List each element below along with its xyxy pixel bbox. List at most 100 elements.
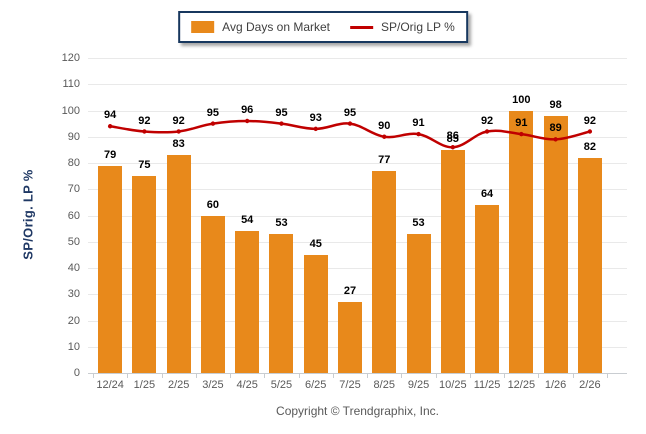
bar-value-label: 27 xyxy=(343,285,357,298)
bar-value-label: 83 xyxy=(172,138,185,151)
bar-value-label: 54 xyxy=(241,214,254,227)
line-point xyxy=(587,129,593,134)
line-value-label: 91 xyxy=(515,117,528,130)
line-point xyxy=(313,126,318,132)
bar-value-label: 53 xyxy=(412,216,425,229)
line-point xyxy=(176,129,181,134)
y-tick-label: 80 xyxy=(67,157,80,169)
x-axis-tick xyxy=(504,374,506,378)
line-point xyxy=(416,131,421,137)
line-value-label: 92 xyxy=(172,114,185,127)
x-axis-line xyxy=(88,373,627,374)
x-tick-label: 1/26 xyxy=(544,379,567,391)
legend: Avg Days on Market SP/Orig LP % xyxy=(178,11,468,43)
x-tick-label: 9/25 xyxy=(407,379,430,391)
bar xyxy=(338,302,362,373)
bar-value-label: 100 xyxy=(512,93,531,106)
line-value-label: 94 xyxy=(104,109,117,122)
line-value-label: 90 xyxy=(378,119,391,132)
x-axis-tick xyxy=(538,374,540,378)
x-tick-label: 7/25 xyxy=(339,379,361,391)
line-value-label: 91 xyxy=(412,117,425,130)
bar-value-label: 77 xyxy=(378,153,391,166)
x-axis-tick xyxy=(264,374,266,378)
line-value-label: 92 xyxy=(138,114,151,127)
bar xyxy=(235,231,260,373)
line-value-label: 92 xyxy=(583,114,596,127)
x-tick-label: 5/25 xyxy=(270,379,293,391)
x-tick-label: 2/25 xyxy=(167,379,190,391)
copyright-text: Copyright © Trendgraphix, Inc. xyxy=(276,404,439,418)
y-tick-label: 10 xyxy=(67,340,80,353)
x-tick-label: 8/25 xyxy=(373,379,395,391)
x-axis-tick xyxy=(572,374,574,378)
y-tick-label: 50 xyxy=(67,235,80,248)
line-value-label: 95 xyxy=(343,106,357,119)
gridline xyxy=(88,241,627,243)
x-tick-label: 2/26 xyxy=(579,379,601,391)
gridline xyxy=(88,294,627,296)
line-value-label: 93 xyxy=(309,111,322,124)
bar xyxy=(200,215,225,373)
gridline xyxy=(88,268,627,269)
x-axis-tick xyxy=(195,374,197,378)
line-point xyxy=(107,124,113,129)
gridline xyxy=(88,58,627,59)
x-axis-tick xyxy=(127,374,129,378)
bar-value-label: 79 xyxy=(104,148,117,161)
line-value-label: 86 xyxy=(446,130,459,143)
bar xyxy=(406,233,431,373)
x-axis-tick xyxy=(230,374,232,378)
line-point xyxy=(245,118,250,124)
bar-value-label: 60 xyxy=(206,198,220,211)
bar xyxy=(543,115,568,373)
y-tick-label: 40 xyxy=(67,262,80,274)
line-point xyxy=(347,121,353,126)
line-point xyxy=(142,129,147,134)
x-axis-tick xyxy=(607,374,608,378)
bar-value-label: 64 xyxy=(480,188,494,200)
y-tick-label: 100 xyxy=(61,104,80,117)
y-tick-label: 60 xyxy=(67,209,80,222)
x-axis-tick xyxy=(435,374,437,378)
x-axis-tick xyxy=(332,374,334,378)
x-tick-label: 11/25 xyxy=(473,379,501,391)
y-tick-label: 90 xyxy=(67,130,80,143)
line-value-label: 96 xyxy=(241,104,254,116)
x-axis-tick xyxy=(161,374,163,378)
x-tick-label: 10/25 xyxy=(439,379,467,391)
x-axis-tick xyxy=(469,374,471,378)
bar xyxy=(98,165,123,373)
y-tick-label: 30 xyxy=(67,288,80,301)
x-tick-label: 3/25 xyxy=(202,379,224,391)
x-axis-tick xyxy=(93,374,94,378)
line-point xyxy=(279,121,284,126)
bar-value-label: 75 xyxy=(138,159,151,172)
line-legend-label: SP/Orig LP % xyxy=(381,20,455,34)
bar xyxy=(509,110,534,373)
x-tick-label: 6/25 xyxy=(305,379,327,391)
line-legend-swatch-icon xyxy=(350,25,374,29)
bar xyxy=(269,233,294,373)
line-value-label: 89 xyxy=(549,122,562,135)
bar xyxy=(166,155,191,373)
bar xyxy=(372,170,397,373)
gridline xyxy=(88,163,627,164)
gridline xyxy=(88,189,627,191)
bar-legend-swatch-icon xyxy=(191,21,215,33)
bar-value-label: 45 xyxy=(309,237,322,250)
x-tick-label: 1/25 xyxy=(133,379,156,391)
y-tick-label: 120 xyxy=(61,52,80,64)
gridline xyxy=(88,84,627,86)
line-value-label: 95 xyxy=(206,106,220,119)
y-tick-label: 70 xyxy=(67,183,80,196)
bar xyxy=(303,254,328,373)
gridline xyxy=(88,215,627,217)
bar xyxy=(577,157,602,373)
x-tick-label: 4/25 xyxy=(236,379,258,391)
bar-value-label: 82 xyxy=(583,140,596,153)
line-value-label: 95 xyxy=(275,106,288,119)
x-axis-tick xyxy=(298,374,300,378)
line-point xyxy=(484,129,490,134)
